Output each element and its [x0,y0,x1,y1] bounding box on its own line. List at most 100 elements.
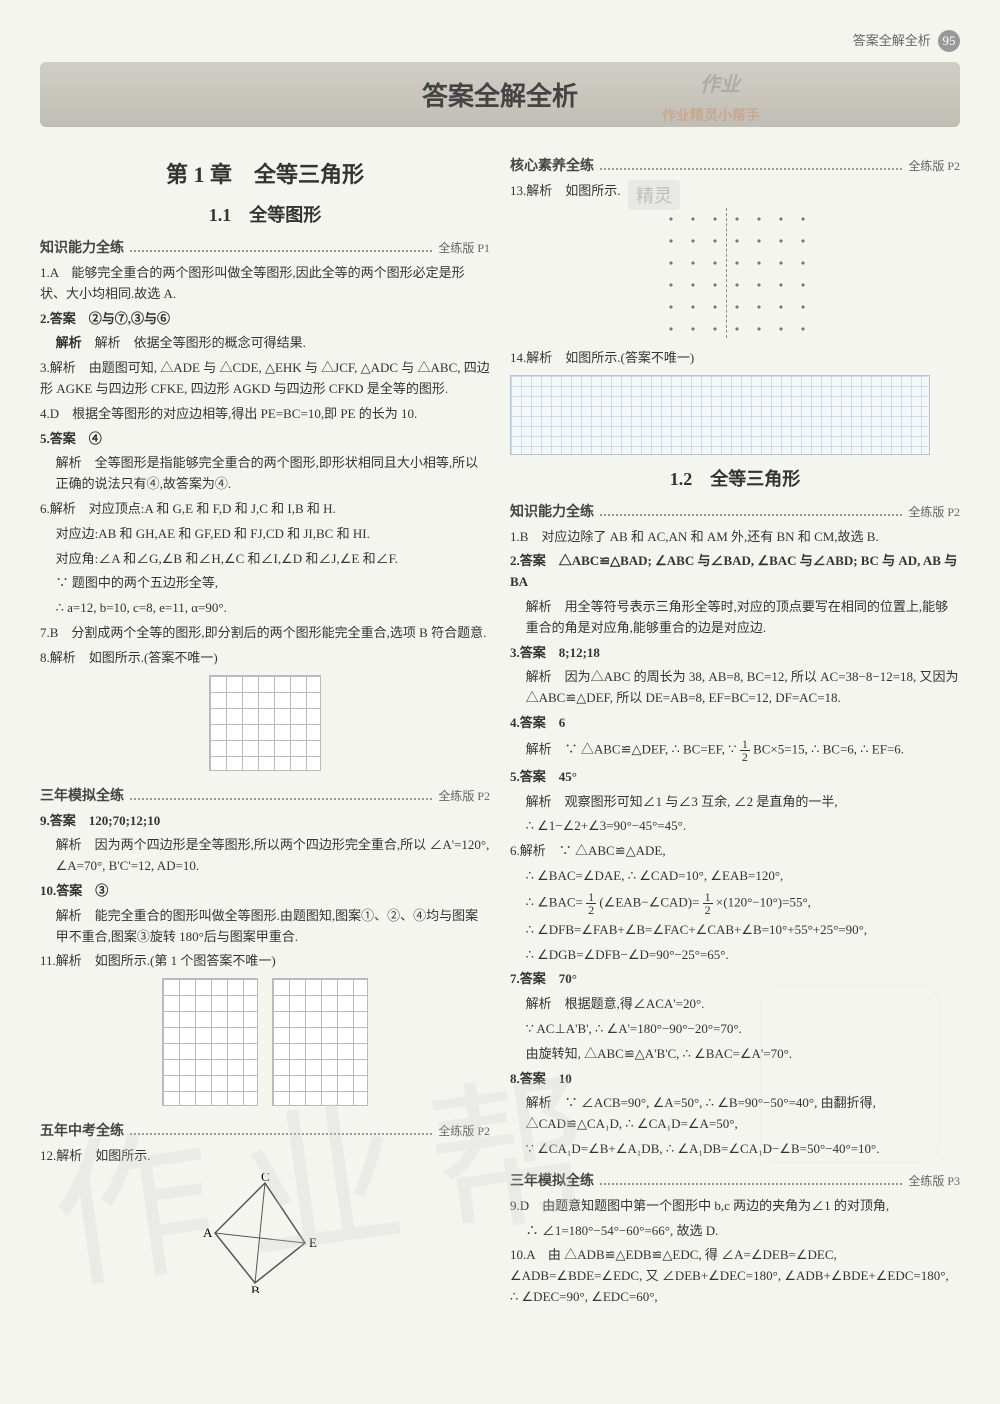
q9b: 解析 因为两个四边形是全等图形,所以两个四边形完全重合,所以 ∠A'=120°,… [40,835,490,877]
q1: 1.A 能够完全重合的两个图形叫做全等图形,因此全等的两个图形必定是形状、大小均… [40,263,490,305]
q7: 7.B 分割成两个全等的图形,即分割后的两个图形能完全重合,选项 B 符合题意. [40,623,490,644]
rq8a: 8.答案 10 [510,1069,960,1090]
heading-title: 五年中考全练 [40,1120,124,1140]
columns: 第 1 章 全等三角形 1.1 全等图形 知识能力全练 全练版 P1 1.A 能… [40,145,960,1312]
rq6e: ∴ ∠DGB=∠DFB−∠D=90°−25°=65°. [510,945,960,966]
heading-ref: 全练版 P3 [908,1172,960,1189]
dots [600,168,902,170]
q14-figure [510,375,960,455]
q6e: ∴ a=12, b=10, c=8, e=11, α=90°. [40,598,490,619]
triangle-svg: A C E B [195,1173,335,1293]
q14: 14.解析 如图所示.(答案不唯一) [510,348,960,369]
rq7b3: 由旋转知, △ABC≌△A'B'C, ∴ ∠BAC=∠A'=70°. [510,1044,960,1065]
svg-text:E: E [309,1235,317,1250]
left-column: 第 1 章 全等三角形 1.1 全等图形 知识能力全练 全练版 P1 1.A 能… [40,145,490,1312]
dots [130,250,432,252]
banner-title: 答案全解全析 [422,82,578,111]
rq3a: 3.答案 8;12;18 [510,643,960,664]
svg-text:B: B [251,1283,260,1293]
q9a: 9.答案 120;70;12;10 [40,811,490,832]
page-number: 95 [938,30,960,52]
heading-title: 知识能力全练 [510,501,594,521]
q12: 12.解析 如图所示. [40,1146,490,1167]
rq5b2: ∴ ∠1−∠2+∠3=90°−45°=45°. [510,816,960,837]
right-column: 核心素养全练 全练版 P2 13.解析 如图所示. 14.解析 如图所示.(答案… [510,145,960,1312]
q2a: 2.答案 ②与⑦,③与⑥ [40,309,490,330]
q6b: 对应边:AB 和 GH,AE 和 GF,ED 和 FJ,CD 和 JI,BC 和… [40,524,490,545]
heading-ref: 全练版 P2 [908,503,960,520]
dot-grid [660,208,810,338]
heading-zhishi-r: 知识能力全练 全练版 P2 [510,501,960,521]
header-label: 答案全解全析 [853,33,931,48]
q10a: 10.答案 ③ [40,881,490,902]
q11-figures [40,978,490,1110]
rq6c: ∴ ∠BAC= 12 (∠EAB−∠CAD)= 12 ×(120°−10°)=5… [510,891,960,916]
q10b: 解析 能完全重合的图形叫做全等图形.由题图知,图案①、②、④均与图案甲不重合,图… [40,906,490,948]
rq7b2: ∵ AC⊥A'B', ∴ ∠A'=180°−90°−20°=70°. [510,1019,960,1040]
q13-figure [510,208,960,342]
q8: 8.解析 如图所示.(答案不唯一) [40,648,490,669]
rq3b: 解析 因为△ABC 的周长为 38, AB=8, BC=12, 所以 AC=38… [510,667,960,709]
rect-strip [510,375,930,455]
frac-half-2: 12 [586,891,596,916]
rq8b1: 解析 ∵ ∠ACB=90°, ∠A=50°, ∴ ∠B=90°−50°=40°,… [510,1093,960,1135]
frac-half-1: 12 [740,738,750,763]
dots [600,514,902,516]
heading-ref: 全练版 P2 [438,787,490,804]
q6a: 6.解析 对应顶点:A 和 G,E 和 F,D 和 J,C 和 I,B 和 H. [40,499,490,520]
rq6a: 6.解析 ∵ △ABC≌△ADE, [510,841,960,862]
chapter-title: 第 1 章 全等三角形 [40,157,490,189]
svg-text:C: C [261,1173,270,1184]
rq7b1: 解析 根据题意,得∠ACA'=20°. [510,994,960,1015]
rq5b1: 解析 观察图形可知∠1 与∠3 互余, ∠2 是直角的一半, [510,792,960,813]
heading-ref: 全练版 P1 [438,239,490,256]
rq8b2: ∵ ∠CA₁D=∠B+∠A₁DB, ∴ ∠A₁DB=∠CA₁D−∠B=50°−4… [510,1139,960,1160]
grid-figure-2b [272,978,368,1106]
stamp-jingling: 精灵 [628,180,680,210]
rq5a: 5.答案 45° [510,767,960,788]
q6d: ∵ 题图中的两个五边形全等, [40,573,490,594]
svg-text:A: A [203,1225,213,1240]
dots [130,1133,432,1135]
frac-half-3: 12 [703,891,713,916]
q11: 11.解析 如图所示.(第 1 个图答案不唯一) [40,951,490,972]
rq6b: ∴ ∠BAC=∠DAE, ∴ ∠CAD=10°, ∠EAB=120°, [510,866,960,887]
banner: 答案全解全析 作业 作业精灵小帮手 [40,62,960,127]
heading-hexin: 核心素养全练 全练版 P2 [510,155,960,175]
banner-stamp1: 作业 [700,68,740,97]
dots [130,798,432,800]
heading-wunian: 五年中考全练 全练版 P2 [40,1120,490,1140]
heading-sannian-r: 三年模拟全练 全练版 P3 [510,1170,960,1190]
q12-figure: A C E B [40,1173,490,1297]
rq1: 1.B 对应边除了 AB 和 AC,AN 和 AM 外,还有 BN 和 CM,故… [510,527,960,548]
grid-figure-1 [209,675,321,771]
rq2b: 解析 用全等符号表示三角形全等时,对应的顶点要写在相同的位置上,能够重合的角是对… [510,597,960,639]
dots [600,1183,902,1185]
q13: 13.解析 如图所示. [510,181,960,202]
rq7a: 7.答案 70° [510,969,960,990]
page-header: 答案全解全析 95 [40,30,960,52]
q5b: 解析 全等图形是指能够完全重合的两个图形,即形状相同且大小相等,所以正确的说法只… [40,453,490,495]
heading-title: 三年模拟全练 [510,1170,594,1190]
rq4a: 4.答案 6 [510,713,960,734]
heading-sannian: 三年模拟全练 全练版 P2 [40,785,490,805]
q6c: 对应角:∠A 和∠G,∠B 和∠H,∠C 和∠I,∠D 和∠J,∠E 和∠F. [40,549,490,570]
heading-title: 核心素养全练 [510,155,594,175]
q8-figure [40,675,490,775]
q3: 3.解析 由题图可知, △ADE 与 △CDE, △EHK 与 △JCF, △A… [40,358,490,400]
rq2a: 2.答案 △ABC≌△BAD; ∠ABC 与∠BAD, ∠BAC 与∠ABD; … [510,551,960,593]
heading-title: 知识能力全练 [40,237,124,257]
heading-zhishi: 知识能力全练 全练版 P1 [40,237,490,257]
rq10: 10.A 由 △ADB≌△EDB≌△EDC, 得 ∠A=∠DEB=∠DEC, ∠… [510,1245,960,1307]
heading-ref: 全练版 P2 [438,1122,490,1139]
rq4b: 解析 ∵ △ABC≌△DEF, ∴ BC=EF, ∵ 12 BC×5=15, ∴… [510,738,960,763]
heading-ref: 全练版 P2 [908,157,960,174]
section-1-2-title: 1.2 全等三角形 [510,465,960,491]
banner-stamp2: 作业精灵小帮手 [662,105,760,125]
q2b: 解析 解析 依据全等图形的概念可得结果. [40,333,490,354]
rq9b: ∴ ∠1=180°−54°−60°=66°, 故选 D. [510,1221,960,1242]
heading-title: 三年模拟全练 [40,785,124,805]
rq9a: 9.D 由题意知题图中第一个图形中 b,c 两边的夹角为∠1 的对顶角, [510,1196,960,1217]
grid-figure-2a [162,978,258,1106]
q4: 4.D 根据全等图形的对应边相等,得出 PE=BC=10,即 PE 的长为 10… [40,404,490,425]
